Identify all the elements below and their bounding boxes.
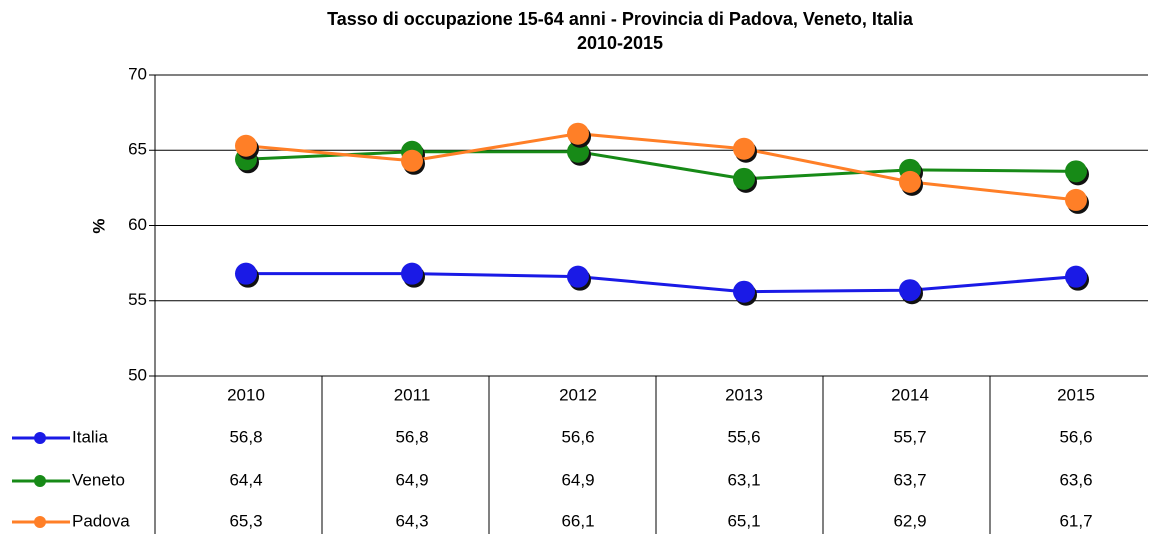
x-tick-label: 2013 [725, 385, 763, 404]
legend-label: Veneto [72, 470, 125, 489]
marker [733, 167, 755, 190]
x-tick-label: 2012 [559, 385, 597, 404]
table-value: 63,7 [893, 470, 926, 489]
table-value: 65,1 [727, 511, 760, 530]
marker [733, 137, 755, 160]
x-tick-label: 2014 [891, 385, 929, 404]
table-value: 56,6 [1059, 427, 1092, 446]
table-value: 64,4 [229, 470, 262, 489]
y-tick-label: 65 [128, 140, 147, 159]
table-value: 55,6 [727, 427, 760, 446]
table-value: 66,1 [561, 511, 594, 530]
chart-title: Tasso di occupazione 15-64 anni - Provin… [327, 9, 914, 29]
y-tick-label: 70 [128, 64, 147, 83]
table-value: 56,8 [229, 427, 262, 446]
table-value: 64,9 [395, 470, 428, 489]
table-value: 56,6 [561, 427, 594, 446]
marker [733, 280, 755, 303]
table-value: 61,7 [1059, 511, 1092, 530]
series-line [245, 132, 1077, 202]
marker [567, 265, 589, 288]
legend-label: Italia [72, 427, 108, 446]
x-tick-label: 2010 [227, 385, 265, 404]
marker [899, 170, 921, 193]
marker [235, 262, 257, 285]
y-tick-label: 55 [128, 290, 147, 309]
series-line [246, 272, 1077, 294]
marker [235, 134, 257, 157]
y-tick-label: 60 [128, 215, 147, 234]
table-value: 55,7 [893, 427, 926, 446]
y-tick-label: 50 [128, 365, 147, 384]
marker [567, 122, 589, 145]
table-value: 65,3 [229, 511, 262, 530]
chart-subtitle: 2010-2015 [577, 33, 663, 53]
legend-marker [34, 432, 46, 444]
x-tick-label: 2011 [394, 385, 431, 404]
table-value: 56,8 [395, 427, 428, 446]
series-line [245, 150, 1077, 181]
marker [1065, 265, 1087, 288]
marker [401, 262, 423, 285]
marker [401, 149, 423, 172]
legend-label: Padova [72, 511, 130, 530]
table-value: 64,3 [395, 511, 428, 530]
marker [899, 279, 921, 302]
x-tick-label: 2015 [1057, 385, 1095, 404]
legend-marker [34, 516, 46, 528]
legend-marker [34, 475, 46, 487]
y-axis-label: % [89, 218, 108, 233]
table-value: 64,9 [561, 470, 594, 489]
marker [1065, 160, 1087, 183]
table-value: 62,9 [893, 511, 926, 530]
marker [1065, 188, 1087, 211]
table-value: 63,1 [727, 470, 760, 489]
table-value: 63,6 [1059, 470, 1092, 489]
